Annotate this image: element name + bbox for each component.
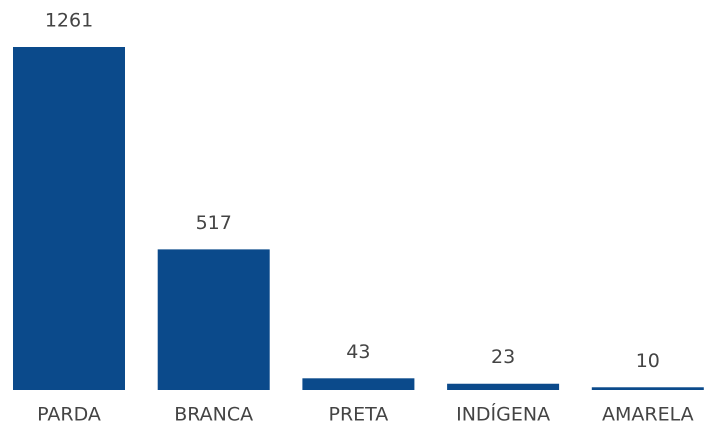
x-tick-label: INDÍGENA (456, 403, 550, 426)
bar (591, 387, 704, 390)
value-label: 10 (636, 350, 660, 372)
value-label: 23 (491, 346, 515, 368)
value-label: 43 (346, 341, 370, 363)
bar (447, 383, 560, 390)
bar (13, 47, 125, 390)
value-label: 1261 (45, 10, 93, 32)
bar (302, 378, 415, 390)
x-tick-label: AMARELA (602, 404, 694, 426)
value-label: 517 (196, 212, 232, 234)
x-tick-label: PRETA (329, 404, 389, 426)
bar (157, 249, 270, 390)
x-tick-label: BRANCA (174, 404, 253, 426)
x-tick-label: PARDA (37, 404, 101, 426)
